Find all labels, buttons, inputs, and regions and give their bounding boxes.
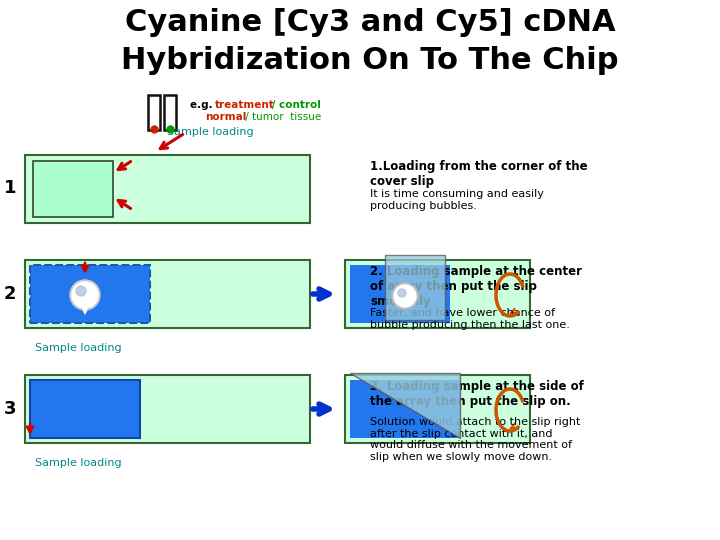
Circle shape [72,282,98,308]
Circle shape [76,286,86,296]
FancyBboxPatch shape [30,380,140,438]
Polygon shape [385,255,445,320]
FancyBboxPatch shape [350,380,460,438]
FancyBboxPatch shape [25,375,310,443]
Text: 2: 2 [4,285,17,303]
Text: 3. Loading sample at the side of
the array then put the slip on.: 3. Loading sample at the side of the arr… [370,380,584,408]
FancyBboxPatch shape [148,95,160,130]
Circle shape [394,285,416,307]
Text: Faster, and have lower chance of
bubble producing then the last one.: Faster, and have lower chance of bubble … [370,308,570,329]
Polygon shape [350,373,460,438]
Text: 3: 3 [4,400,17,418]
Text: Sample loading: Sample loading [35,343,122,353]
Text: 2. Loading sample at the center
of array then put the slip
smoothly: 2. Loading sample at the center of array… [370,265,582,308]
Text: / control: / control [268,100,321,110]
Text: normal: normal [205,112,246,122]
Circle shape [392,283,418,309]
Text: Cyanine [Cy3 and Cy5] cDNA: Cyanine [Cy3 and Cy5] cDNA [125,8,616,37]
FancyBboxPatch shape [30,265,150,323]
Text: 1: 1 [4,179,17,197]
FancyBboxPatch shape [345,375,530,443]
FancyBboxPatch shape [350,265,450,323]
Text: Hybridization On To The Chip: Hybridization On To The Chip [121,46,618,75]
Circle shape [398,289,406,297]
Text: e.g.: e.g. [190,100,216,110]
FancyBboxPatch shape [25,155,310,223]
Polygon shape [80,306,90,315]
Text: Sample loading: Sample loading [35,458,122,468]
FancyBboxPatch shape [164,95,176,130]
Text: Solution would attach to the slip right
after the slip contact with it, and
woul: Solution would attach to the slip right … [370,417,580,462]
Text: treatment: treatment [215,100,275,110]
FancyBboxPatch shape [345,260,530,328]
FancyBboxPatch shape [25,260,310,328]
Text: 1.Loading from the corner of the
cover slip: 1.Loading from the corner of the cover s… [370,160,588,188]
FancyBboxPatch shape [33,161,113,217]
Text: It is time consuming and easily
producing bubbles.: It is time consuming and easily producin… [370,189,544,211]
Text: Sample loading: Sample loading [167,127,253,137]
Text: / tumor  tissue: / tumor tissue [242,112,321,122]
Circle shape [70,280,100,310]
